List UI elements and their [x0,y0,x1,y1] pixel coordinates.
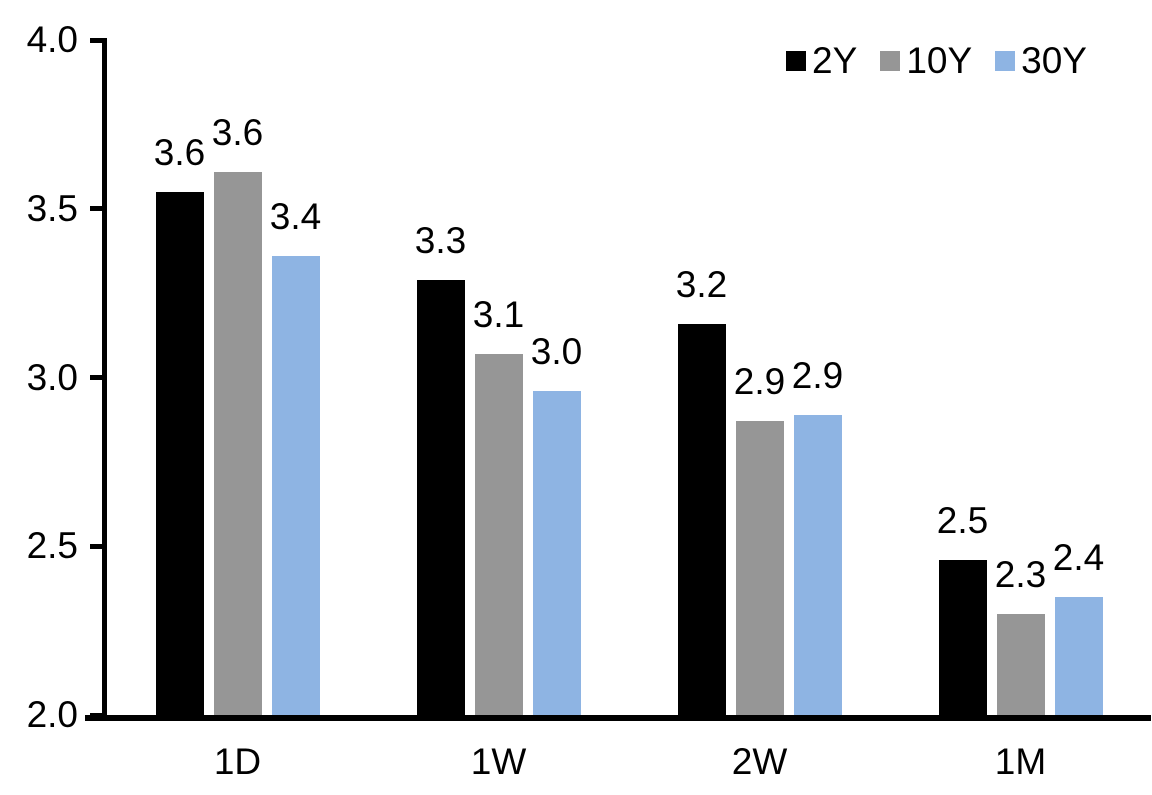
bar-10Y-1M [996,613,1045,715]
legend-swatch-icon [995,51,1016,71]
x-axis-line [85,715,1151,721]
bar-2Y-1M [938,559,987,715]
bar-wrap: 2.5 [936,499,989,715]
bar-10Y-1W [474,353,523,715]
bar-wrap: 2.9 [791,354,844,715]
bar-2Y-2W [677,323,726,715]
legend-swatch-icon [880,51,901,71]
bar-wrap: 3.6 [153,131,206,715]
bar-30Y-1W [532,391,581,715]
legend-item-2Y: 2Y [786,40,857,82]
bar-value-label: 3.2 [675,263,728,305]
bar-10Y-2W [735,421,784,715]
legend-item-10Y: 10Y [880,40,972,82]
bar-group-1W: 3.3 3.1 3.0 1W [368,40,629,782]
y-axis-tick-label: 2.0 [26,694,78,735]
y-axis-tick [90,375,107,380]
bar-2Y-1W [416,279,465,715]
y-axis-tick-label: 4.0 [26,19,78,60]
x-axis-category-label: 1D [213,741,262,782]
legend-swatch-icon [786,51,807,71]
x-axis-category-label: 1M [994,741,1047,782]
bar-2Y-1D [155,191,204,715]
legend-label: 2Y [812,40,858,81]
x-axis-category-label: 2W [731,741,788,782]
legend-label: 10Y [906,40,973,81]
y-axis-line [102,40,107,721]
bar-value-label: 2.3 [994,553,1047,595]
legend-item-30Y: 30Y [995,40,1087,82]
bar-wrap: 2.3 [994,553,1047,715]
bar-30Y-2W [793,414,842,715]
x-axis-category-label: 1W [470,741,527,782]
legend: 2Y 10Y 30Y [786,40,1087,82]
bar-value-label: 3.6 [211,111,264,153]
y-axis-tick-label: 3.0 [26,356,78,398]
bar-30Y-1M [1054,596,1103,715]
bar-wrap: 3.6 [211,111,264,715]
bar-value-label: 2.9 [791,354,844,396]
bar-value-label: 3.1 [472,293,525,335]
bar-wrap: 3.2 [675,263,728,715]
bar-wrap: 2.9 [733,361,786,715]
bar-wrap: 3.1 [472,293,525,715]
bar-value-label: 3.3 [414,219,467,261]
y-axis-tick-label: 2.5 [26,525,78,567]
bar-value-label: 2.5 [936,499,989,541]
bar-value-label: 3.6 [153,131,206,173]
y-axis-tick-label: 3.5 [26,187,78,229]
bar-value-label: 2.9 [733,361,786,403]
bar-group-1D: 3.6 3.6 3.4 1D [107,40,368,782]
bar-value-label: 2.4 [1052,536,1105,578]
bar-group-2W: 3.2 2.9 2.9 2W [629,40,890,782]
plot-area: 3.6 3.6 3.4 1D 3.3 3.1 3.0 1W 3.2 2.9 2.9 2W 2.5 2.3 2… [107,40,1151,782]
legend-label: 30Y [1021,40,1087,81]
bar-wrap: 3.4 [269,196,322,715]
y-axis-tick [90,543,107,549]
y-axis-tick [90,37,107,43]
y-axis-tick [90,206,107,212]
bar-10Y-1D [213,171,262,715]
bar-wrap: 2.4 [1052,536,1105,715]
bar-wrap: 3.0 [530,331,583,715]
y-axis-tick [90,712,107,718]
bar-value-label: 3.4 [269,196,322,237]
bar-wrap: 3.3 [414,219,467,715]
bar-group-1M: 2.5 2.3 2.4 1M [890,40,1151,782]
bar-value-label: 3.0 [530,331,583,372]
bar-30Y-1D [271,256,320,715]
